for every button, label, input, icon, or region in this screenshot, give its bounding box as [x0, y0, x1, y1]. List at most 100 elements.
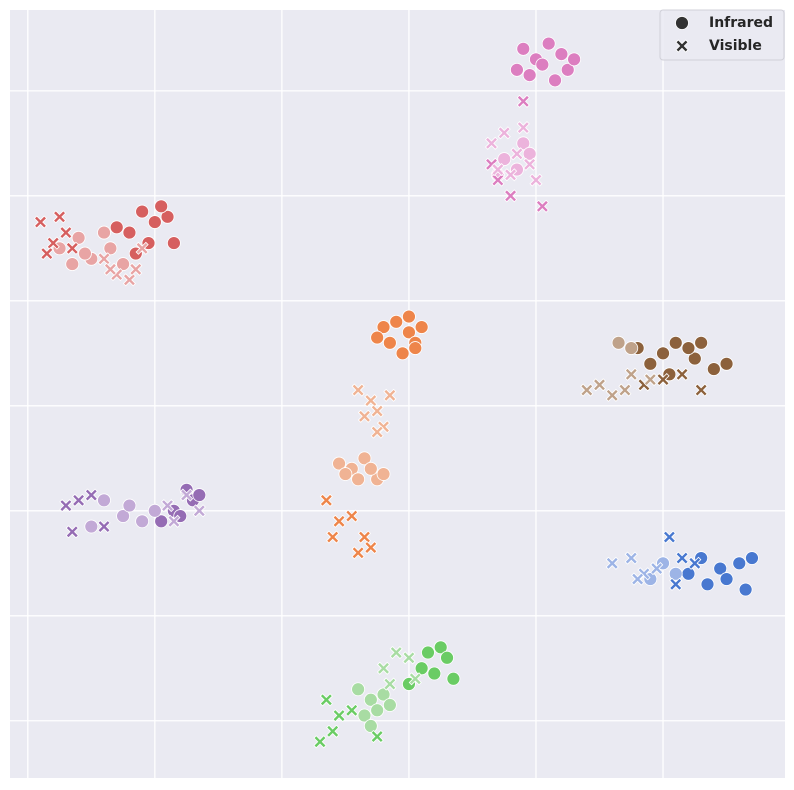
point — [624, 551, 638, 565]
point — [611, 335, 626, 350]
point — [129, 262, 143, 276]
point — [84, 488, 98, 502]
point — [370, 330, 385, 345]
legend: Infrared Visible — [659, 9, 785, 61]
point — [40, 247, 54, 261]
point — [624, 367, 638, 381]
point — [402, 325, 416, 340]
legend-marker — [675, 39, 689, 53]
point — [167, 514, 181, 528]
point — [97, 519, 111, 534]
point — [84, 519, 99, 534]
point — [332, 708, 346, 723]
point — [65, 525, 79, 539]
point — [516, 94, 530, 108]
point — [59, 498, 73, 513]
point — [370, 425, 384, 439]
point — [541, 36, 556, 51]
point — [65, 241, 79, 255]
point — [605, 388, 619, 402]
point — [706, 362, 721, 376]
point — [338, 467, 353, 481]
point — [72, 493, 86, 507]
point — [351, 383, 365, 397]
point — [421, 645, 435, 660]
legend-label: Infrared — [709, 15, 773, 31]
point — [745, 551, 759, 565]
point — [180, 488, 194, 502]
point — [332, 456, 346, 471]
point — [122, 498, 137, 513]
point — [364, 393, 378, 408]
point — [484, 136, 499, 150]
point — [414, 320, 429, 334]
point — [427, 666, 442, 681]
point — [516, 121, 530, 135]
point — [510, 147, 524, 161]
point — [668, 335, 683, 350]
point — [522, 146, 537, 161]
point — [643, 356, 658, 371]
point — [351, 472, 366, 487]
point — [395, 346, 410, 361]
point — [122, 225, 137, 240]
point — [351, 546, 365, 560]
point — [357, 409, 372, 423]
point — [497, 126, 511, 140]
point — [650, 561, 664, 576]
point — [135, 204, 150, 219]
point — [363, 719, 378, 733]
point — [154, 514, 169, 529]
point — [383, 677, 397, 691]
point — [135, 241, 149, 255]
point — [59, 226, 73, 240]
point — [440, 650, 454, 665]
point — [376, 661, 391, 675]
point — [516, 136, 531, 151]
point — [675, 551, 689, 565]
point — [363, 692, 378, 707]
point — [116, 257, 130, 271]
point — [522, 68, 537, 82]
point — [383, 388, 397, 402]
point — [669, 577, 683, 591]
point — [326, 530, 340, 544]
point — [402, 651, 416, 665]
point — [433, 640, 448, 655]
point — [326, 724, 340, 738]
point — [535, 57, 550, 72]
point — [662, 530, 676, 544]
point — [33, 215, 48, 229]
point — [491, 173, 505, 187]
point — [103, 262, 117, 276]
point — [370, 703, 385, 718]
point — [656, 346, 670, 361]
point — [382, 335, 397, 350]
point — [529, 173, 543, 187]
point — [510, 62, 524, 77]
point — [732, 556, 747, 571]
point — [192, 504, 206, 518]
point — [147, 503, 162, 518]
point — [713, 561, 728, 576]
point — [345, 703, 359, 717]
point — [154, 199, 169, 214]
point — [624, 341, 639, 355]
point — [147, 215, 162, 229]
point — [389, 314, 404, 329]
point — [675, 367, 689, 381]
point — [687, 351, 702, 366]
point — [504, 189, 518, 203]
point — [376, 467, 391, 481]
plot-area — [10, 10, 785, 778]
point — [97, 493, 111, 508]
legend-label: Visible — [709, 38, 762, 54]
point — [103, 241, 118, 256]
point — [548, 73, 562, 88]
point — [160, 209, 175, 224]
point — [332, 514, 346, 528]
point — [688, 556, 702, 570]
point — [166, 236, 181, 250]
point — [567, 52, 581, 67]
